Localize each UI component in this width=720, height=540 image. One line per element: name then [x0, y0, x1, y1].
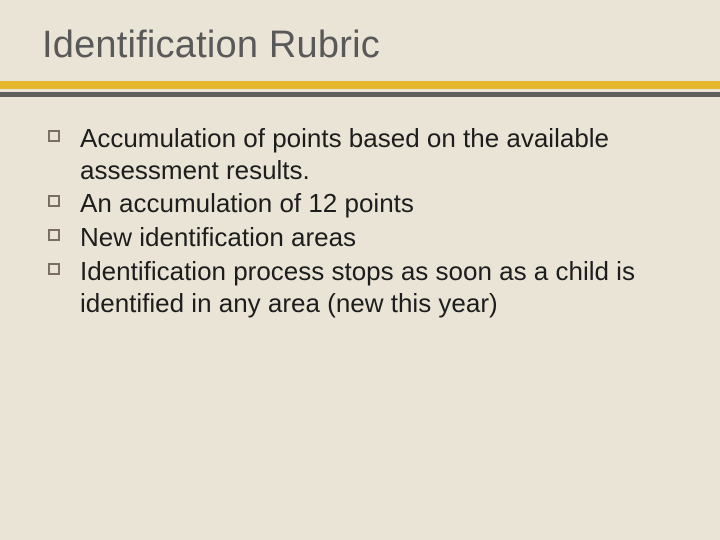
accent-stripe-top — [0, 81, 720, 89]
list-item: An accumulation of 12 points — [46, 188, 674, 220]
accent-stripe-group — [0, 81, 720, 97]
bullet-list: Accumulation of points based on the avai… — [46, 123, 674, 319]
list-item-text: An accumulation of 12 points — [80, 188, 414, 218]
square-bullet-icon — [48, 195, 60, 207]
list-item: Accumulation of points based on the avai… — [46, 123, 674, 186]
list-item-text: Identification process stops as soon as … — [80, 256, 635, 318]
square-bullet-icon — [48, 130, 60, 142]
page-title: Identification Rubric — [0, 0, 720, 81]
list-item-text: Accumulation of points based on the avai… — [80, 123, 609, 185]
square-bullet-icon — [48, 263, 60, 275]
slide: Identification Rubric Accumulation of po… — [0, 0, 720, 540]
square-bullet-icon — [48, 229, 60, 241]
list-item-text: New identification areas — [80, 222, 356, 252]
list-item: New identification areas — [46, 222, 674, 254]
content-area: Accumulation of points based on the avai… — [0, 97, 720, 319]
list-item: Identification process stops as soon as … — [46, 256, 674, 319]
